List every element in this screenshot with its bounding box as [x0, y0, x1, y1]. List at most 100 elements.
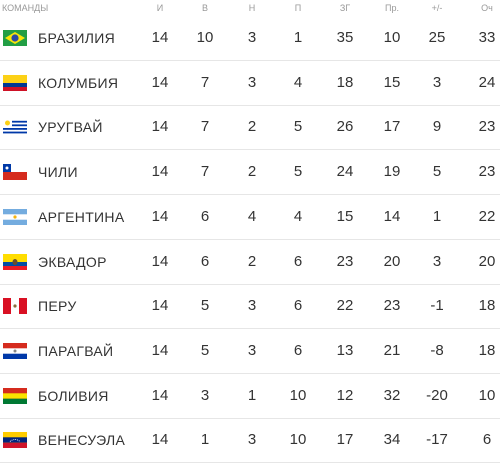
column-header: КОМАНДЫ — [2, 3, 49, 13]
team-row: АРГЕНТИНА 14 6 4 4 15 14 1 22 — [0, 195, 500, 240]
stat-cell: 6 — [293, 297, 303, 315]
stat-cell: 22 — [336, 297, 354, 315]
stat-cell: 7 — [200, 163, 210, 181]
stat-cell: 34 — [383, 431, 401, 449]
stat-cell: 1 — [247, 386, 257, 404]
stat-cell: 3 — [432, 73, 442, 91]
stat-cell: 2 — [247, 252, 257, 270]
stat-cell: 2 — [247, 118, 257, 136]
stat-cell: 22 — [478, 207, 496, 225]
team-row: ЧИЛИ 14 7 2 5 24 19 5 23 — [0, 150, 500, 196]
team-row: БРАЗИЛИЯ 14 10 3 1 35 10 25 33 — [0, 16, 500, 61]
team-row: БОЛИВИЯ 14 3 1 10 12 32 -20 10 — [0, 374, 500, 419]
team-name: БРАЗИЛИЯ — [38, 30, 116, 46]
column-header: Оч — [481, 3, 493, 13]
stat-cell: 14 — [151, 118, 169, 136]
stat-cell: 20 — [383, 252, 401, 270]
flag — [3, 342, 27, 359]
stat-cell: 5 — [200, 341, 210, 359]
column-header: ЗГ — [339, 3, 351, 13]
flag — [3, 208, 27, 225]
stat-cell: 14 — [383, 207, 401, 225]
stat-cell: 26 — [336, 118, 354, 136]
stat-cell: 5 — [200, 297, 210, 315]
team-row: КОЛУМБИЯ 14 7 3 4 18 15 3 24 — [0, 61, 500, 106]
stat-cell: 14 — [151, 73, 169, 91]
stat-cell: 14 — [151, 29, 169, 46]
stat-cell: 1 — [432, 207, 442, 225]
stat-cell: 14 — [151, 297, 169, 315]
flag — [3, 119, 27, 136]
stat-cell: 5 — [432, 163, 442, 181]
stat-cell: 10 — [289, 431, 307, 449]
team-name: ПАРАГВАЙ — [38, 342, 114, 359]
stat-cell: 23 — [336, 252, 354, 270]
stat-cell: 17 — [383, 118, 401, 136]
stat-cell: 3 — [247, 341, 257, 359]
stat-cell: 24 — [478, 73, 496, 91]
team-row: ВЕНЕСУЭЛА 14 1 3 10 17 34 -17 6 — [0, 418, 500, 464]
team-name: УРУГВАЙ — [38, 119, 103, 136]
team-row: ПЕРУ 14 5 3 6 22 23 -1 18 — [0, 284, 500, 330]
stat-cell: 10 — [383, 29, 401, 46]
stat-cell: -8 — [430, 341, 444, 359]
team-name: КОЛУМБИЯ — [38, 74, 119, 91]
stat-cell: 25 — [428, 29, 446, 46]
stat-cell: 12 — [336, 386, 354, 404]
flag — [3, 30, 27, 46]
stat-cell: 19 — [383, 163, 401, 181]
stat-cell: 35 — [336, 29, 354, 46]
flag — [3, 253, 27, 270]
stat-cell: 23 — [383, 297, 401, 315]
team-name: БОЛИВИЯ — [38, 387, 109, 404]
stat-cell: 14 — [151, 431, 169, 449]
team-row: ПАРАГВАЙ 14 5 3 6 13 21 -8 18 — [0, 329, 500, 374]
stat-cell: 6 — [482, 431, 492, 449]
column-header: Н — [248, 3, 256, 13]
stat-cell: -20 — [426, 386, 448, 404]
stat-cell: 14 — [151, 163, 169, 181]
stat-cell: 1 — [200, 431, 210, 449]
stat-cell: 13 — [336, 341, 354, 359]
stat-cell: 10 — [196, 29, 214, 46]
stat-cell: 5 — [293, 118, 303, 136]
stat-cell: 24 — [336, 163, 354, 181]
stat-cell: 6 — [293, 341, 303, 359]
stat-cell: 14 — [151, 252, 169, 270]
stat-cell: 4 — [293, 207, 303, 225]
team-name: ВЕНЕСУЭЛА — [38, 432, 126, 449]
stat-cell: 3 — [247, 431, 257, 449]
stat-cell: 32 — [383, 386, 401, 404]
stat-cell: 18 — [478, 297, 496, 315]
stat-cell: 18 — [336, 73, 354, 91]
stat-cell: 1 — [293, 29, 303, 46]
stat-cell: -17 — [426, 431, 448, 449]
team-name: ЭКВАДОР — [38, 253, 107, 270]
flag — [3, 74, 27, 91]
column-header: Пр. — [385, 3, 399, 13]
stat-cell: 23 — [478, 163, 496, 181]
stat-cell: 14 — [151, 207, 169, 225]
stat-cell: 5 — [293, 163, 303, 181]
flag — [3, 298, 27, 315]
stat-cell: 9 — [432, 118, 442, 136]
stat-cell: -1 — [430, 297, 444, 315]
column-header: +/- — [431, 3, 443, 13]
team-name: ЧИЛИ — [38, 164, 78, 181]
team-name: ПЕРУ — [38, 298, 77, 315]
stat-cell: 18 — [478, 341, 496, 359]
stat-cell: 3 — [432, 252, 442, 270]
stat-cell: 23 — [478, 118, 496, 136]
column-header: И — [156, 3, 164, 13]
stat-cell: 15 — [383, 73, 401, 91]
flag — [3, 164, 27, 181]
column-header: П — [294, 3, 302, 13]
stat-cell: 15 — [336, 207, 354, 225]
stat-cell: 6 — [200, 252, 210, 270]
stat-cell: 3 — [200, 386, 210, 404]
stat-cell: 3 — [247, 297, 257, 315]
stat-cell: 7 — [200, 118, 210, 136]
stat-cell: 7 — [200, 73, 210, 91]
stat-cell: 3 — [247, 73, 257, 91]
stat-cell: 14 — [151, 341, 169, 359]
